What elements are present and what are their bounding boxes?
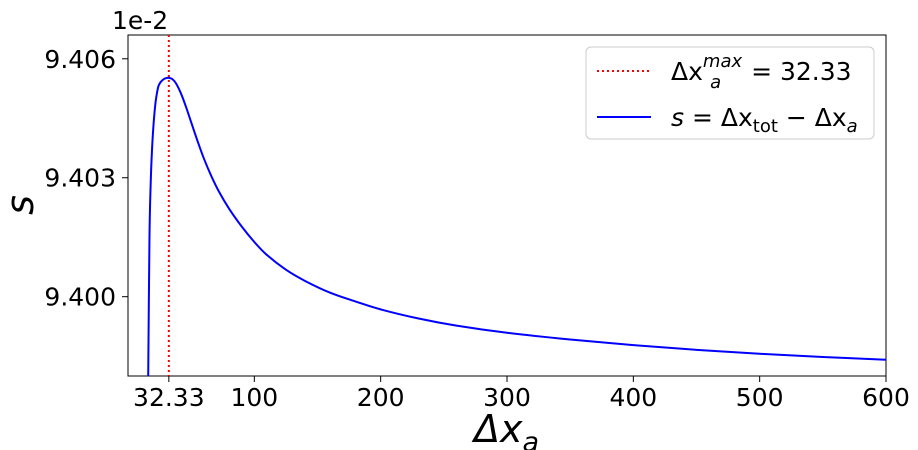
y-tick-label: 9.403 xyxy=(44,164,116,193)
ticks-layer: 32.33 100 200 300 400 500 600 9.400 9.403 9.406 xyxy=(44,45,909,412)
x-tick-label: 100 xyxy=(230,383,278,412)
y-tick-label: 9.406 xyxy=(44,45,116,74)
x-tick-label: 500 xyxy=(736,383,784,412)
series-layer xyxy=(147,35,886,376)
y-tick-label: 9.400 xyxy=(44,283,116,312)
x-tick-label: 32.33 xyxy=(133,383,205,412)
y-offset-text: 1e-2 xyxy=(112,6,168,35)
legend-box xyxy=(585,46,875,140)
series-line-s xyxy=(147,76,886,376)
x-tick-label: 300 xyxy=(483,383,531,412)
legend-series-label: s = Δxtot − Δxa xyxy=(671,103,858,137)
x-tick-label: 200 xyxy=(357,383,405,412)
legend-vline-label: Δxmax a = 32.33 xyxy=(671,51,852,93)
y-axis-title: s xyxy=(0,195,42,215)
x-axis-title: Δxa xyxy=(471,407,539,450)
legend: Δxmax a = 32.33 s = Δxtot − Δxa xyxy=(585,46,875,140)
x-tick-label: 600 xyxy=(862,383,910,412)
x-tick-label: 400 xyxy=(609,383,657,412)
